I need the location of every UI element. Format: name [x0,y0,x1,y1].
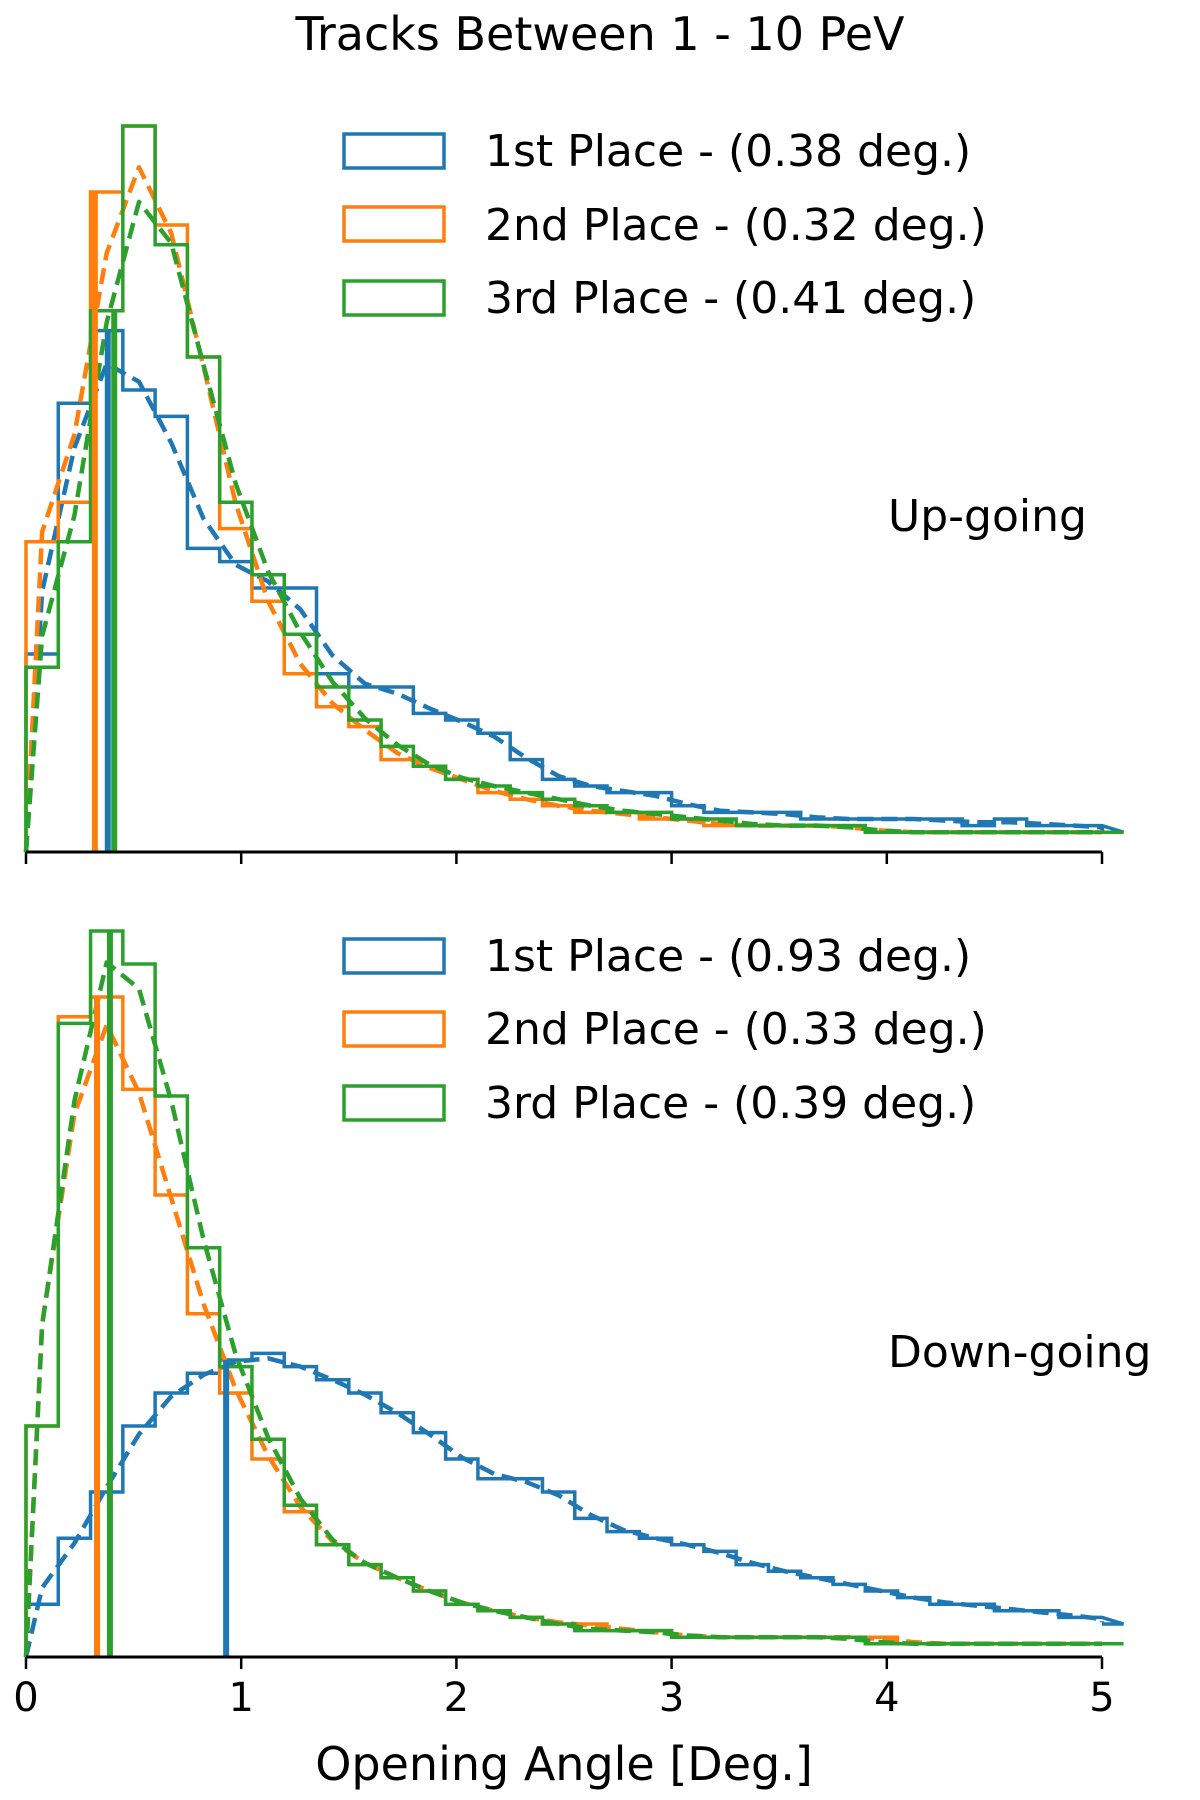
legend-entry-3rd: 3rd Place - (0.39 deg.) [342,1078,976,1129]
legend-swatch-1st [342,937,446,975]
down-going-series [23,929,1125,1658]
panel-down-going: 0 1 2 3 4 5 Down-going 1st Place - (0.93 deg.… [13,929,1151,1721]
legend-swatch-2nd [342,205,446,243]
legend-label-1st: 1st Place - (0.93 deg.) [485,931,971,982]
figure-title: Tracks Between 1 - 10 PeV [295,7,906,61]
fit-curve-1st-place [23,361,1105,853]
fit-curve-1st-place [23,1356,1105,1658]
up-going-series [23,124,1125,853]
legend-entry-2nd: 2nd Place - (0.33 deg.) [342,1004,987,1055]
legend-swatch-2nd [342,1010,446,1048]
legend-entry-3rd: 3rd Place - (0.41 deg.) [342,273,976,324]
x-axis-label: Opening Angle [Deg.] [315,1737,813,1791]
up-going-x-ticks [24,852,1104,864]
legend-entry-2nd: 2nd Place - (0.32 deg.) [342,200,987,251]
x-tick-label: 1 [228,1675,253,1721]
legend-label-2nd: 2nd Place - (0.33 deg.) [485,1004,987,1055]
x-tick-label: 4 [874,1675,899,1721]
up-going-legend: 1st Place - (0.38 deg.) 2nd Place - (0.3… [342,126,987,324]
legend-entry-1st: 1st Place - (0.93 deg.) [342,931,971,982]
legend-label-3rd: 3rd Place - (0.41 deg.) [485,273,976,324]
legend-label-3rd: 3rd Place - (0.39 deg.) [485,1078,976,1129]
legend-swatch-1st [342,132,446,170]
x-tick-label: 5 [1089,1675,1114,1721]
down-going-annotation: Down-going [888,1327,1151,1378]
down-going-legend: 1st Place - (0.93 deg.) 2nd Place - (0.3… [342,931,987,1129]
panel-up-going: Up-going 1st Place - (0.38 deg.) 2nd Pla… [23,124,1125,864]
legend-label-2nd: 2nd Place - (0.32 deg.) [485,200,987,251]
up-going-annotation: Up-going [888,491,1087,542]
legend-swatch-3rd [342,1084,446,1122]
fit-curve-3rd-place [23,199,1102,853]
x-tick-label: 2 [444,1675,469,1721]
x-tick-label: 0 [13,1675,38,1721]
fit-curve-3rd-place [23,960,1102,1658]
legend-entry-1st: 1st Place - (0.38 deg.) [342,126,971,177]
down-going-x-ticks: 0 1 2 3 4 5 [13,1657,1115,1721]
legend-label-1st: 1st Place - (0.38 deg.) [485,126,971,177]
x-tick-label: 3 [659,1675,684,1721]
histogram-1st-place [24,328,1125,852]
histogram-1st-place [24,1351,1125,1657]
legend-swatch-3rd [342,279,446,317]
